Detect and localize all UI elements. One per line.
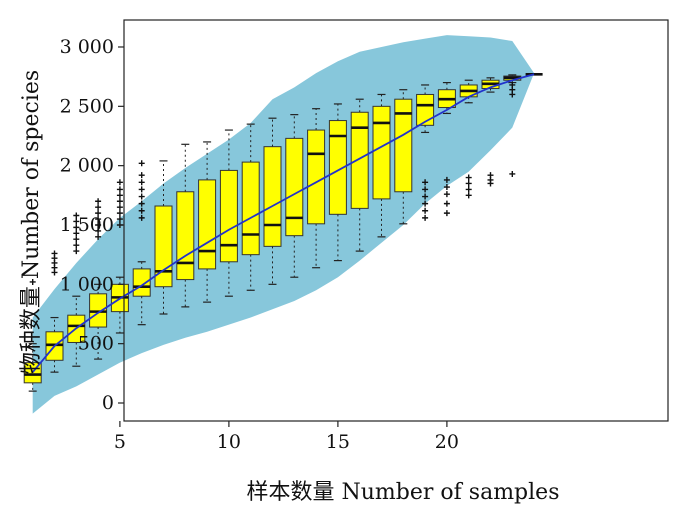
outlier-point [443, 210, 450, 217]
box-layer [23, 72, 543, 384]
box [285, 137, 304, 237]
outlier-point [116, 179, 123, 186]
outlier-point [116, 186, 123, 193]
y-tick-label: 2 500 [60, 95, 114, 117]
outlier-point [138, 186, 145, 193]
outlier-point [422, 179, 429, 186]
outlier-point [73, 212, 80, 219]
outlier-point [422, 193, 429, 200]
outlier-point [138, 214, 145, 221]
outlier-point [138, 207, 145, 214]
y-tick-label: 3 000 [60, 36, 114, 58]
outlier-point [73, 248, 80, 255]
box [416, 93, 435, 126]
outlier-point [116, 216, 123, 223]
outlier-point [95, 227, 102, 234]
plot-frame [123, 19, 669, 422]
x-tick-label: 10 [217, 431, 241, 453]
outlier-point [29, 278, 36, 285]
outlier-point [95, 233, 102, 240]
x-tick-label: 20 [435, 431, 459, 453]
outlier-point [509, 81, 516, 88]
outlier-point [116, 204, 123, 211]
outlier-point [73, 218, 80, 225]
outlier-point [95, 216, 102, 223]
outlier-point [95, 210, 102, 217]
y-tick-label: 1 500 [60, 214, 114, 236]
outlier-point [422, 207, 429, 214]
outlier-point [422, 214, 429, 221]
outlier-point [443, 200, 450, 207]
outlier-point [116, 198, 123, 205]
box [176, 191, 195, 281]
outlier-point [138, 193, 145, 200]
outlier-point [487, 172, 494, 179]
outlier-point [443, 184, 450, 191]
outlier-point [138, 172, 145, 179]
y-axis-title: 物种数量 Number of species [19, 70, 44, 374]
outlier-point [465, 192, 472, 199]
x-axis-title: 样本数量 Number of samples [247, 480, 560, 505]
outlier-point [73, 230, 80, 237]
mean-curve [32, 73, 535, 373]
outlier-layer [29, 81, 516, 285]
outlier-point [138, 160, 145, 167]
outlier-point [509, 170, 516, 177]
outlier-point [51, 250, 58, 257]
outlier-point [138, 200, 145, 207]
outlier-point [465, 186, 472, 193]
outlier-point [422, 186, 429, 193]
x-tick-label: 5 [114, 431, 126, 453]
box [350, 111, 369, 209]
outlier-point [465, 174, 472, 181]
whisker-layer [28, 74, 517, 392]
box [328, 120, 347, 215]
x-tick-label: 15 [326, 431, 350, 453]
box [219, 169, 238, 263]
outlier-point [95, 204, 102, 211]
outlier-point [73, 242, 80, 249]
mean-layer [32, 73, 535, 373]
box [198, 179, 217, 270]
y-tick-label: 2 000 [60, 155, 114, 177]
outlier-point [138, 179, 145, 186]
y-axis-ticks: 0 500 1 000 1 500 2 000 2 500 3 000 [60, 36, 124, 414]
outlier-point [443, 176, 450, 183]
box [372, 105, 391, 200]
outlier-point [443, 191, 450, 198]
box [307, 129, 326, 225]
outlier-point [465, 180, 472, 187]
x-axis-ticks: 5 10 15 20 [114, 421, 459, 453]
outlier-point [95, 198, 102, 205]
outlier-point [73, 236, 80, 243]
box [394, 98, 413, 193]
box [241, 161, 260, 256]
box [132, 268, 151, 297]
y-tick-label: 500 [78, 333, 114, 355]
y-tick-label: 1 000 [60, 273, 114, 295]
box [263, 146, 282, 247]
y-tick-label: 0 [102, 392, 114, 414]
outlier-point [116, 210, 123, 217]
outlier-point [422, 200, 429, 207]
outlier-point [95, 221, 102, 228]
outlier-point [116, 192, 123, 199]
outlier-point [73, 224, 80, 231]
